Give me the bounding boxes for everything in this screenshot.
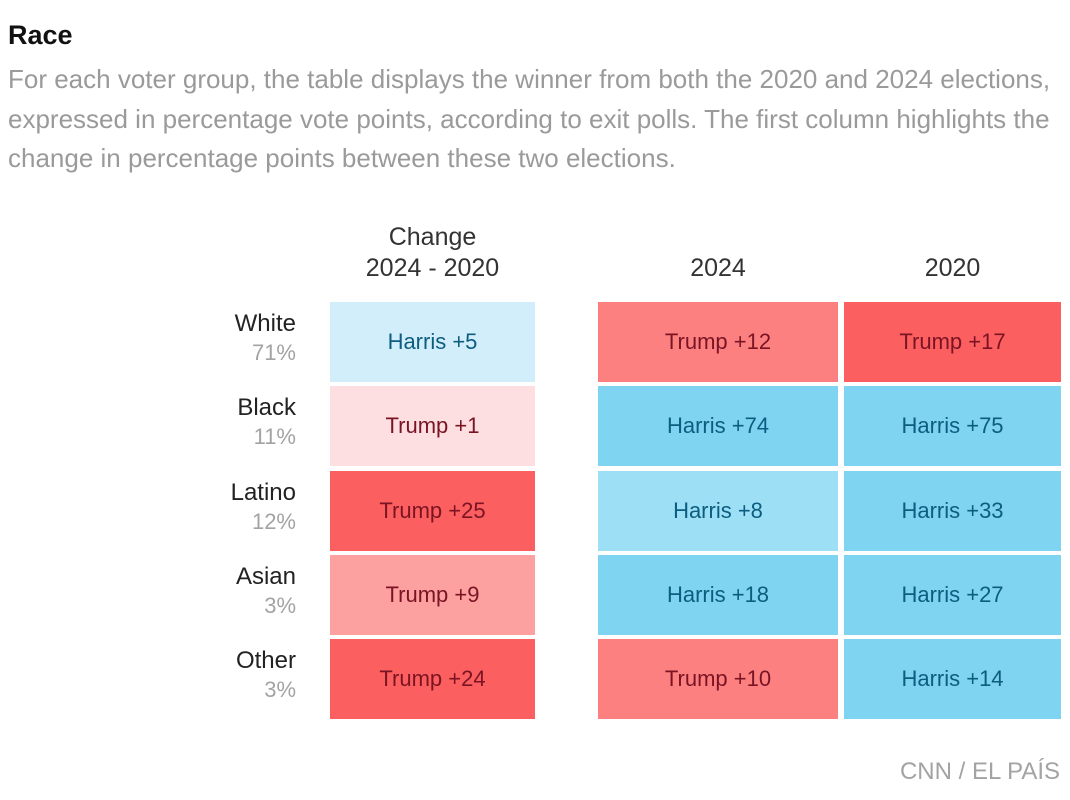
row-label-share: 3% bbox=[264, 592, 296, 618]
chart-title: Race bbox=[8, 20, 73, 50]
row-label-share: 11% bbox=[253, 424, 296, 450]
cell-latino-2020: Harris +33 bbox=[844, 470, 1061, 551]
row-label-share: 3% bbox=[264, 677, 296, 702]
column-header-2020: 2020 bbox=[924, 254, 981, 282]
row-label-name: White bbox=[234, 310, 296, 337]
row-label-share: 71% bbox=[251, 340, 296, 365]
row-label-name: Latino bbox=[230, 478, 296, 506]
row-label-latino: Latino 12% bbox=[150, 479, 296, 537]
row-label-black: Black 11% bbox=[150, 394, 296, 452]
row-label-name: Black bbox=[237, 394, 296, 422]
cell-latino-2024: Harris +8 bbox=[598, 470, 838, 551]
cell-white-change: Harris +5 bbox=[330, 302, 535, 382]
cell-black-2020: Harris +75 bbox=[844, 386, 1061, 467]
cell-other-2024: Trump +10 bbox=[598, 639, 838, 719]
cell-white-2024: Trump +12 bbox=[598, 302, 838, 382]
cell-white-2020: Trump +17 bbox=[844, 302, 1061, 382]
cell-black-change: Trump +1 bbox=[330, 386, 535, 467]
column-header-change-line1: Change bbox=[388, 223, 477, 251]
row-label-other: Other 3% bbox=[150, 647, 296, 705]
cell-other-2020: Harris +14 bbox=[844, 639, 1061, 719]
cell-asian-change: Trump +9 bbox=[330, 554, 535, 635]
column-header-2024: 2024 bbox=[690, 254, 746, 282]
row-label-name: Other bbox=[235, 647, 296, 674]
column-header-change: Change 2024 - 2020 bbox=[330, 222, 535, 284]
cell-asian-2020: Harris +27 bbox=[844, 554, 1061, 635]
cell-latino-change: Trump +25 bbox=[330, 470, 535, 551]
row-label-share: 12% bbox=[251, 508, 296, 534]
cell-other-change: Trump +24 bbox=[330, 639, 535, 719]
row-label-name: Asian bbox=[235, 562, 296, 590]
source-credit: CNN / EL PAÍS bbox=[899, 758, 1060, 785]
chart-subtitle: For each voter group, the table displays… bbox=[8, 64, 1051, 173]
row-label-asian: Asian 3% bbox=[150, 563, 296, 621]
row-label-white: White 71% bbox=[150, 310, 296, 368]
cell-black-2024: Harris +74 bbox=[598, 386, 838, 467]
column-header-change-line2: 2024 - 2020 bbox=[365, 254, 500, 282]
cell-asian-2024: Harris +18 bbox=[598, 554, 838, 635]
